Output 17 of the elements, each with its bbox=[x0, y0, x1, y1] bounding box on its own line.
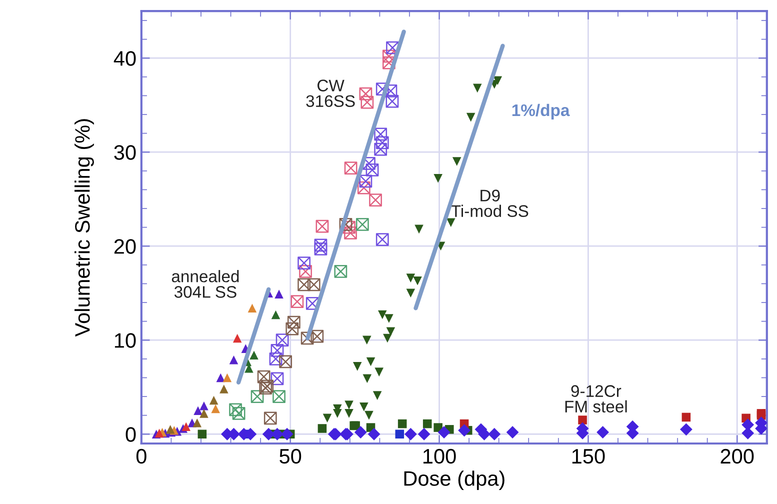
annotation: 9-12Cr FM steel bbox=[565, 385, 627, 413]
x-tick-label: 200 bbox=[720, 448, 754, 464]
y-tick-label: 10 bbox=[114, 333, 136, 348]
y-axis-title: Volumetric Swelling (%) bbox=[74, 119, 94, 337]
y-tick-label: 0 bbox=[126, 427, 136, 442]
x-tick-label: 0 bbox=[136, 448, 146, 464]
x-tick-label: 150 bbox=[572, 448, 605, 464]
y-tick-label: 40 bbox=[114, 51, 136, 66]
x-axis-title: Dose (dpa) bbox=[404, 470, 504, 490]
y-tick-label: 30 bbox=[114, 145, 136, 160]
x-tick-label: 100 bbox=[423, 448, 456, 464]
annotation: 1%/dpa bbox=[512, 104, 570, 120]
annotation: D9 Ti-mod SS bbox=[451, 190, 528, 217]
y-tick-label: 20 bbox=[114, 239, 136, 254]
x-tick-label: 50 bbox=[280, 448, 302, 464]
annotation: annealed 304L SS bbox=[172, 270, 239, 298]
annotation: CW 316SS bbox=[306, 80, 355, 107]
